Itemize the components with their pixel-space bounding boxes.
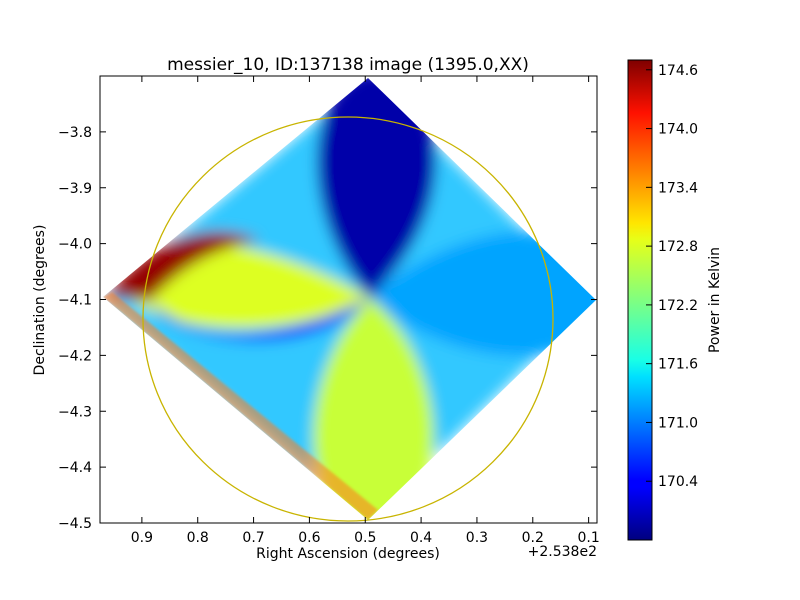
y-axis-ticks: −3.8 −3.9 −4.0 −4.1 −4.2 −4.3 −4.4 −4.5 — [58, 125, 597, 532]
left-blue-arc — [150, 298, 370, 342]
x-axis-ticks: 0.9 0.8 0.7 0.6 0.5 0.4 0.3 0.2 0.1 — [131, 76, 600, 546]
colorbar-tick-label: 174.6 — [658, 63, 698, 79]
y-tick-label: −4.4 — [58, 460, 92, 476]
x-tick-label: 0.7 — [242, 530, 264, 546]
y-tick-label: −4.2 — [58, 348, 92, 364]
heatmap-field — [103, 78, 596, 520]
beam-circle — [142, 116, 554, 522]
y-tick-label: −4.5 — [58, 516, 92, 532]
y-tick-label: −3.8 — [58, 125, 92, 141]
colorbar-tick-label: 171.0 — [658, 415, 698, 431]
y-tick-label: −4.1 — [58, 293, 92, 309]
y-tick-label: −3.9 — [58, 181, 92, 197]
colorbar-tick-label: 170.4 — [658, 474, 698, 490]
x-axis-offset-label: +2.538e2 — [528, 544, 597, 560]
colorbar-tick-label: 174.0 — [658, 122, 698, 138]
x-axis-label: Right Ascension (degrees) — [256, 546, 440, 562]
y-tick-label: −4.0 — [58, 237, 92, 253]
colorbar: 170.4 171.0 171.6 172.2 172.8 173.4 174.0 174.6… — [627, 59, 723, 541]
chart-title: messier_10, ID:137138 image (1395.0,XX) — [167, 55, 529, 75]
colorbar-tick-label: 172.8 — [658, 239, 698, 255]
colorbar-label: Power in Kelvin — [707, 247, 723, 353]
colorbar-tick-label: 173.4 — [658, 180, 698, 196]
x-tick-label: 0.3 — [466, 530, 488, 546]
x-tick-label: 0.5 — [354, 530, 376, 546]
x-tick-label: 0.6 — [298, 530, 320, 546]
x-tick-label: 0.4 — [410, 530, 432, 546]
x-tick-label: 0.1 — [577, 530, 599, 546]
left-edge-hotspot — [105, 231, 260, 300]
x-tick-label: 0.8 — [187, 530, 209, 546]
colorbar-ticks: 170.4 171.0 171.6 172.2 172.8 173.4 174.0 174.6 — [646, 63, 698, 490]
x-tick-label: 0.9 — [131, 530, 153, 546]
y-tick-label: −4.3 — [58, 404, 92, 420]
right-lobe — [370, 231, 596, 357]
colorbar-gradient — [627, 59, 653, 541]
lower-lobe — [313, 298, 434, 520]
field-edge-glow — [103, 292, 378, 520]
colorbar-tick-label: 171.6 — [658, 357, 698, 373]
y-axis-label: Declination (degrees) — [32, 225, 48, 376]
x-tick-label: 0.2 — [522, 530, 544, 546]
colorbar-tick-label: 172.2 — [658, 298, 698, 314]
upper-lobe — [317, 78, 436, 298]
